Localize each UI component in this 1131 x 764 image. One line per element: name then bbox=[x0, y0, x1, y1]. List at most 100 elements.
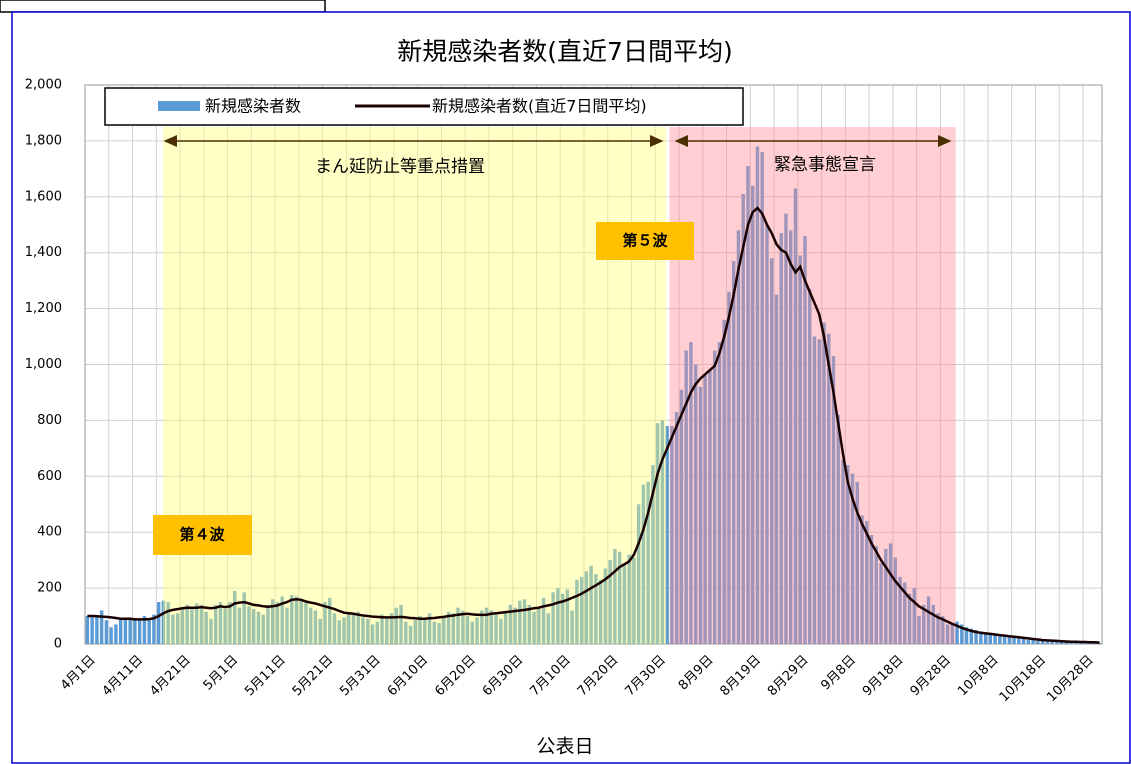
y-tick-label: 1,400 bbox=[25, 245, 62, 260]
bar bbox=[413, 620, 417, 644]
bar bbox=[228, 602, 232, 644]
bar bbox=[874, 546, 878, 644]
bar bbox=[627, 554, 631, 644]
bar bbox=[831, 356, 836, 644]
bar bbox=[256, 611, 261, 644]
bar bbox=[789, 230, 793, 644]
bar bbox=[736, 230, 741, 644]
bar bbox=[1040, 640, 1045, 644]
bar bbox=[1064, 642, 1069, 644]
bar bbox=[180, 609, 185, 644]
bar bbox=[950, 623, 955, 644]
bar bbox=[575, 579, 579, 644]
header-box bbox=[0, 0, 326, 13]
bar bbox=[475, 617, 479, 644]
bar bbox=[1074, 642, 1078, 644]
bar bbox=[584, 571, 589, 644]
bar bbox=[137, 618, 142, 644]
bar bbox=[375, 621, 379, 644]
bar bbox=[251, 609, 256, 644]
bar bbox=[570, 610, 574, 644]
bar bbox=[960, 624, 964, 644]
bar bbox=[741, 194, 745, 644]
bar bbox=[617, 551, 622, 644]
bar bbox=[380, 614, 384, 644]
bar bbox=[703, 375, 707, 644]
bar bbox=[128, 617, 132, 644]
bar bbox=[846, 465, 850, 644]
bar bbox=[907, 593, 912, 644]
annotation: まん延防止等重点措置 bbox=[315, 157, 485, 177]
bar bbox=[1059, 641, 1064, 644]
bar bbox=[204, 611, 208, 644]
bar bbox=[99, 610, 104, 644]
bar bbox=[175, 613, 180, 644]
bar bbox=[708, 370, 712, 644]
bar bbox=[247, 606, 251, 644]
bar bbox=[613, 548, 617, 644]
bar bbox=[888, 543, 893, 644]
bar bbox=[237, 607, 242, 644]
bar bbox=[166, 602, 170, 644]
bar bbox=[983, 632, 988, 644]
bar bbox=[556, 588, 560, 644]
bar bbox=[817, 339, 821, 644]
bar bbox=[532, 611, 536, 644]
bar bbox=[190, 607, 194, 644]
bar bbox=[261, 614, 265, 644]
bar bbox=[660, 420, 665, 644]
bar bbox=[1017, 638, 1021, 644]
bar bbox=[271, 599, 275, 644]
bar bbox=[351, 614, 356, 644]
bar bbox=[442, 616, 446, 644]
y-tick-label: 0 bbox=[54, 637, 62, 652]
bar bbox=[836, 414, 840, 644]
bar bbox=[209, 618, 213, 644]
bar bbox=[865, 521, 869, 644]
bar bbox=[1097, 643, 1102, 644]
bar bbox=[731, 261, 736, 644]
bar bbox=[199, 604, 204, 644]
bar bbox=[318, 618, 322, 644]
legend-label: 新規感染者数 bbox=[205, 97, 301, 116]
bar bbox=[684, 350, 688, 644]
bar bbox=[594, 574, 598, 644]
bar bbox=[432, 621, 437, 644]
bar bbox=[522, 599, 527, 644]
bar bbox=[841, 459, 845, 644]
bar bbox=[693, 364, 698, 644]
bar bbox=[798, 255, 802, 644]
legend-label: 新規感染者数(直近7日間平均) bbox=[432, 97, 647, 116]
bar bbox=[803, 235, 807, 644]
bar bbox=[328, 597, 332, 644]
bar bbox=[389, 613, 394, 644]
bar bbox=[750, 185, 755, 644]
bar bbox=[294, 596, 299, 644]
bar bbox=[760, 152, 764, 644]
bar bbox=[527, 604, 532, 644]
bar bbox=[779, 233, 783, 644]
wave-box bbox=[153, 515, 252, 555]
bar bbox=[974, 630, 978, 644]
bar bbox=[898, 576, 902, 644]
y-tick-label: 1,000 bbox=[25, 357, 62, 372]
bar bbox=[1050, 641, 1054, 644]
bar bbox=[1026, 639, 1031, 644]
bar bbox=[827, 333, 831, 644]
bar bbox=[770, 258, 774, 644]
y-tick-label: 200 bbox=[37, 581, 62, 596]
bar bbox=[503, 611, 508, 644]
bar bbox=[366, 618, 370, 644]
bar bbox=[446, 611, 451, 644]
bar bbox=[936, 613, 940, 644]
chart-title: 新規感染者数(直近7日間平均) bbox=[397, 37, 732, 66]
bar bbox=[152, 614, 156, 644]
shade-emergency bbox=[669, 127, 956, 644]
bar bbox=[955, 621, 959, 644]
bar bbox=[489, 610, 494, 644]
bar bbox=[893, 557, 897, 644]
bar bbox=[912, 588, 916, 644]
bar bbox=[1069, 642, 1073, 644]
bar bbox=[309, 607, 313, 644]
bar bbox=[922, 604, 926, 644]
